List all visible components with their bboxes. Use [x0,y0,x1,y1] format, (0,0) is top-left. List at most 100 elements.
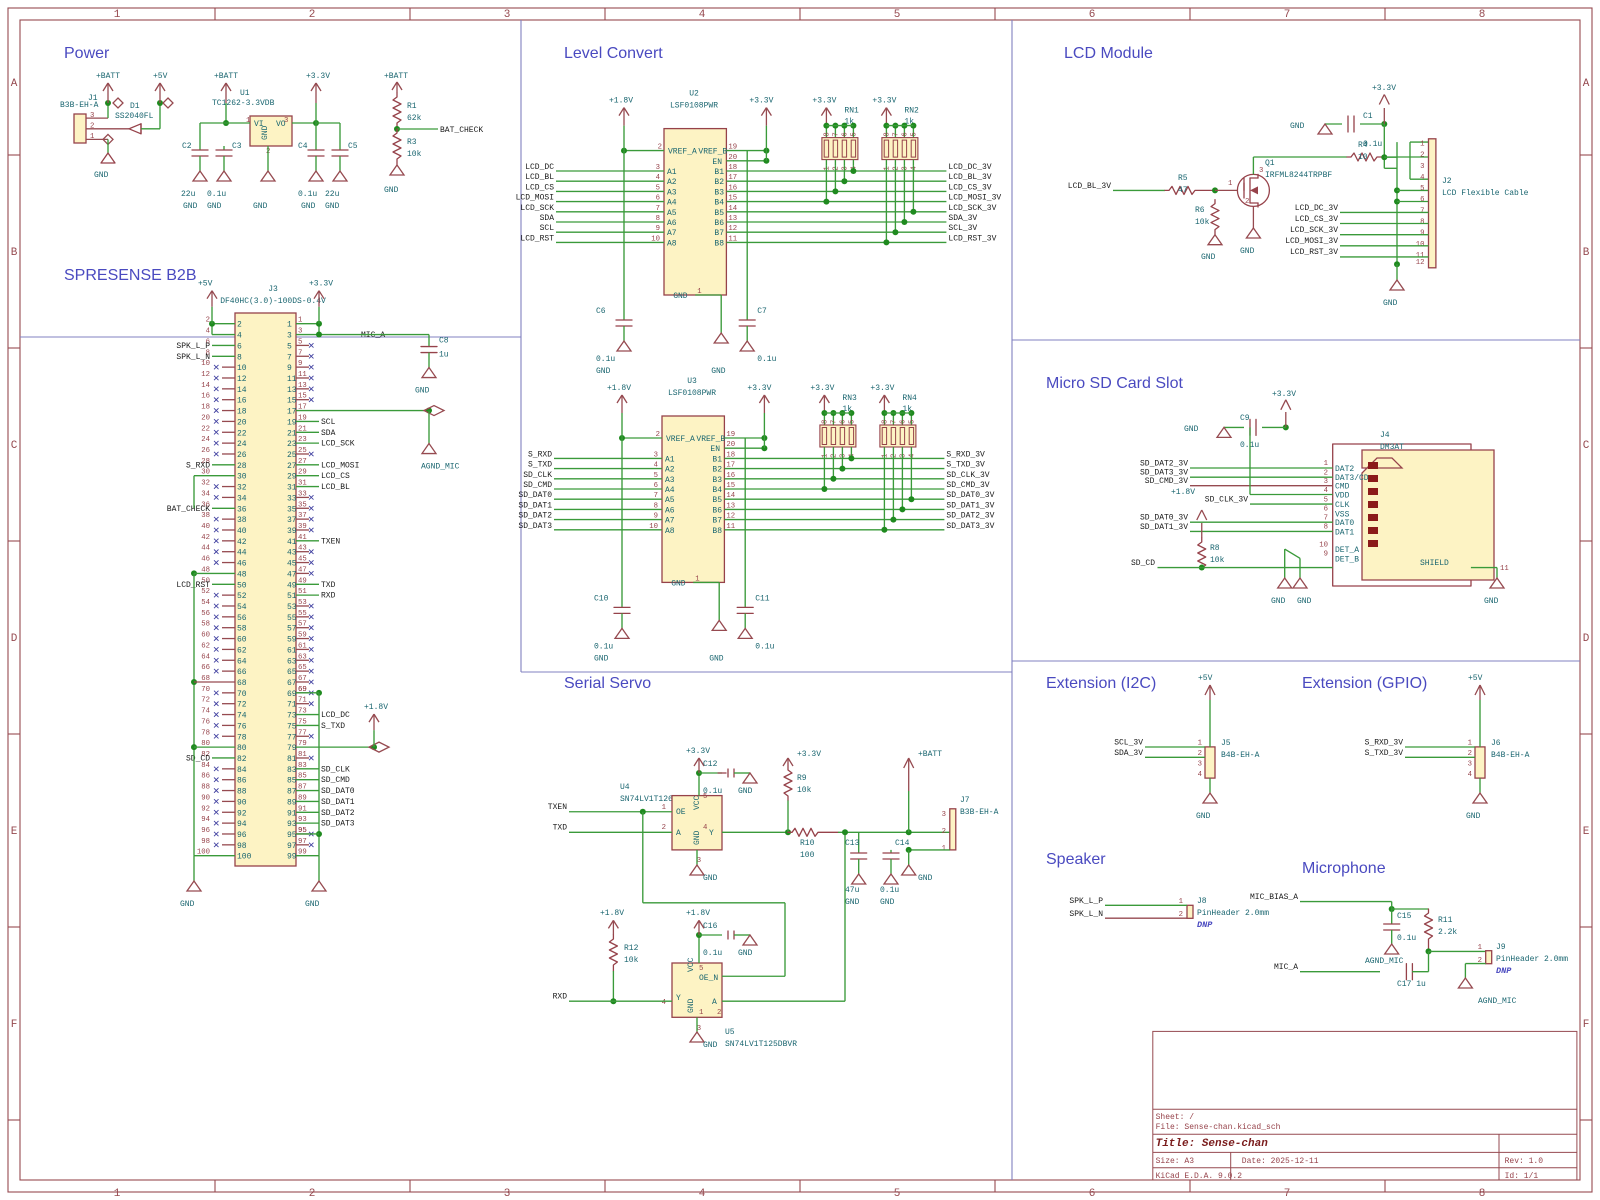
svg-text:SD_DAT3: SD_DAT3 [518,522,552,531]
svg-text:94: 94 [237,820,247,829]
svg-text:S_RXD: S_RXD [528,450,552,459]
svg-text:+3.3V: +3.3V [309,280,333,289]
svg-text:AGND_MIC: AGND_MIC [1365,957,1404,966]
svg-text:1: 1 [246,117,251,125]
svg-text:0.1u: 0.1u [880,886,899,895]
svg-text:49: 49 [287,581,297,590]
svg-text:B4B-EH-A: B4B-EH-A [1221,751,1260,760]
svg-text:91: 91 [287,809,297,818]
svg-text:+BATT: +BATT [384,72,408,81]
svg-text:89: 89 [298,794,307,802]
svg-text:22u: 22u [181,190,196,199]
svg-text:10k: 10k [797,786,812,795]
svg-text:A1: A1 [667,168,677,177]
svg-text:2: 2 [832,166,840,170]
svg-text:53: 53 [287,603,297,612]
svg-text:B: B [11,247,18,259]
svg-text:CMD: CMD [1335,483,1350,492]
svg-text:R5: R5 [1178,174,1188,183]
svg-text:RN4: RN4 [902,394,917,403]
svg-text:+3.3V: +3.3V [749,97,773,106]
svg-text:92: 92 [237,809,247,818]
svg-text:B7: B7 [712,517,722,526]
svg-text:SD_DAT3: SD_DAT3 [321,820,355,829]
svg-text:R3: R3 [407,138,417,147]
svg-text:LCD_DC_3V: LCD_DC_3V [1295,204,1338,213]
svg-text:46: 46 [201,556,210,564]
svg-text:DF40HC(3.0)-100DS-0.4V: DF40HC(3.0)-100DS-0.4V [220,297,326,306]
svg-text:6: 6 [654,482,658,490]
svg-text:28: 28 [237,462,247,471]
svg-text:1: 1 [883,166,891,171]
svg-text:SD_CMD_3V: SD_CMD_3V [1145,477,1188,486]
svg-text:R10: R10 [800,839,815,848]
svg-text:76: 76 [237,722,247,731]
svg-text:22u: 22u [325,190,340,199]
svg-text:A8: A8 [667,239,677,248]
svg-text:J3: J3 [268,285,278,294]
svg-text:55: 55 [287,614,297,623]
svg-text:LCD_DC: LCD_DC [525,163,554,172]
svg-text:46: 46 [237,560,247,569]
svg-text:BAT_CHECK: BAT_CHECK [440,126,483,135]
svg-text:GND: GND [673,292,688,301]
svg-text:7: 7 [287,353,292,362]
svg-text:39: 39 [287,527,297,536]
svg-text:27: 27 [298,458,307,466]
svg-text:2: 2 [309,1188,316,1200]
svg-text:GND: GND [738,787,753,796]
svg-text:2: 2 [90,123,94,131]
svg-text:63: 63 [287,657,297,666]
svg-text:SPK_L_P: SPK_L_P [1069,897,1103,906]
svg-text:B3: B3 [714,188,724,197]
svg-text:GND: GND [94,171,109,180]
svg-text:10: 10 [1319,541,1328,549]
svg-text:B2: B2 [712,466,722,475]
svg-text:+1.8V: +1.8V [600,909,624,918]
svg-text:DET_B: DET_B [1335,555,1359,564]
svg-text:SDA_3V: SDA_3V [948,214,977,223]
svg-text:RN1: RN1 [844,107,859,116]
svg-text:C: C [1583,440,1590,452]
svg-text:Date: 2025-12-11: Date: 2025-12-11 [1242,1157,1319,1166]
svg-text:29: 29 [287,473,297,482]
svg-text:10: 10 [1358,153,1368,162]
svg-text:GND: GND [1271,597,1286,606]
svg-text:39: 39 [298,523,307,531]
svg-text:3: 3 [284,117,288,125]
svg-text:1: 1 [662,804,667,812]
svg-text:5: 5 [287,342,292,351]
svg-text:SD_CMD: SD_CMD [321,776,350,785]
svg-text:100: 100 [800,851,815,860]
svg-text:B4: B4 [712,486,722,495]
svg-text:12: 12 [237,375,247,384]
svg-text:Y: Y [676,994,681,1003]
svg-text:52: 52 [201,588,210,596]
svg-text:D: D [11,633,18,645]
svg-text:9: 9 [656,225,660,233]
svg-text:VREF_B: VREF_B [698,148,727,157]
svg-text:A: A [712,998,717,1007]
svg-text:GND: GND [711,367,726,376]
svg-text:74: 74 [237,712,247,721]
svg-text:70: 70 [237,690,247,699]
svg-text:SN74LV1T125DBVR: SN74LV1T125DBVR [725,1040,797,1049]
svg-text:DAT1: DAT1 [1335,528,1354,537]
svg-text:71: 71 [287,701,297,710]
svg-text:DNP: DNP [1197,920,1213,930]
svg-text:58: 58 [201,621,210,629]
svg-text:23: 23 [298,436,307,444]
svg-text:29: 29 [298,469,307,477]
svg-text:A8: A8 [665,527,675,536]
svg-text:GND: GND [1297,597,1312,606]
svg-text:86: 86 [201,773,210,781]
svg-text:1: 1 [823,166,831,171]
svg-text:8: 8 [1324,524,1328,532]
svg-text:3: 3 [298,328,302,336]
svg-text:57: 57 [298,621,307,629]
svg-text:59: 59 [287,636,297,645]
svg-text:32: 32 [201,480,210,488]
svg-text:LCD_RST_3V: LCD_RST_3V [1290,248,1338,257]
svg-text:TXD: TXD [553,824,568,833]
svg-text:+3.3V: +3.3V [686,747,710,756]
